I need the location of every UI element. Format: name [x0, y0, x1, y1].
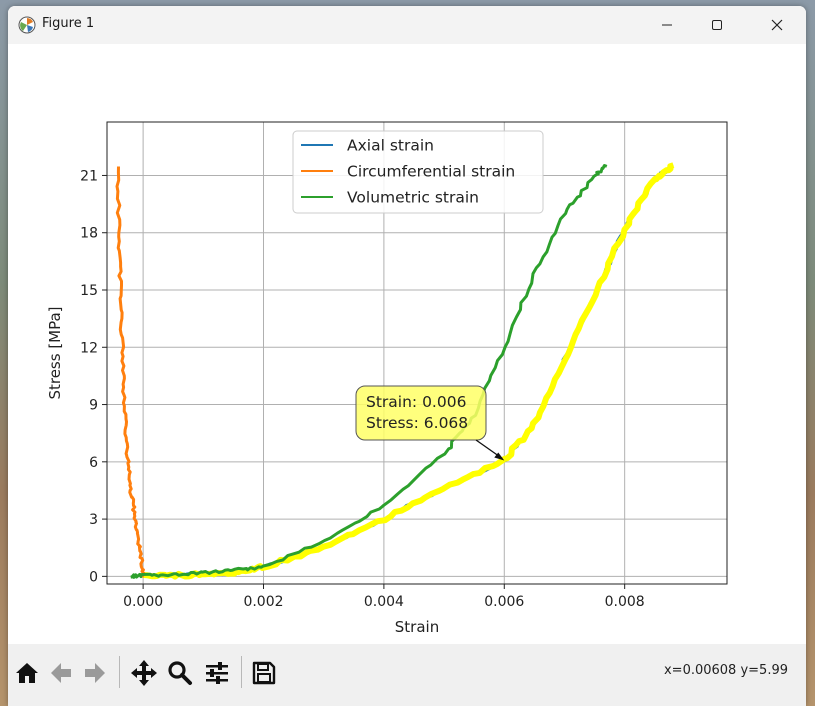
toolbar-separator: [119, 656, 120, 688]
legend: Axial strain Circumferential strain Volume…: [292, 130, 544, 214]
annotation-box: [355, 385, 487, 441]
y-tick-label: 6: [89, 455, 98, 471]
series-line-2: [130, 164, 608, 579]
arrow-left-icon: [51, 663, 71, 683]
pan-button[interactable]: [129, 658, 159, 688]
configure-subplots-button[interactable]: [202, 658, 232, 688]
x-tick-label: 0.002: [243, 594, 283, 610]
legend-box: [292, 130, 544, 214]
y-tick-label: 12: [80, 340, 98, 356]
close-icon: [771, 19, 783, 31]
x-tick-label: 0.004: [364, 594, 404, 610]
axes-frame: [106, 121, 728, 585]
maximize-button[interactable]: [694, 6, 740, 44]
series-lines: [115, 162, 675, 580]
y-tick-label: 0: [89, 569, 98, 585]
floppy-disk-icon: [252, 661, 276, 685]
y-tick-label: 18: [80, 226, 98, 242]
save-button[interactable]: [249, 658, 279, 688]
title-bar[interactable]: Figure 1: [8, 6, 806, 44]
x-tick-label: 0.008: [605, 594, 645, 610]
data-annotation: Strain: 0.006 Stress: 6.068: [355, 385, 505, 461]
minimize-button[interactable]: [644, 6, 690, 44]
cursor-coordinates: x=0.00608 y=5.99: [663, 663, 788, 678]
navigation-toolbar: x=0.00608 y=5.99: [8, 644, 806, 706]
y-axis-label: Stress [MPa]: [46, 306, 64, 399]
annotation-text: Stress: 6.068: [366, 414, 468, 432]
toolbar-separator: [241, 656, 242, 688]
window-title: Figure 1: [42, 16, 95, 31]
maximize-icon: [712, 20, 722, 30]
sliders-icon: [206, 662, 228, 684]
forward-button[interactable]: [80, 658, 110, 688]
figure-window: Figure 1 0.000 0.002 0.004 0.006 0.008 0 3 6 9 12…: [8, 6, 806, 706]
annotation-text: Strain: 0.006: [366, 393, 466, 411]
y-tick-label: 21: [80, 168, 98, 184]
move-icon: [131, 660, 157, 686]
annotation-arrowhead: [494, 452, 505, 461]
legend-entry: Axial strain: [347, 137, 434, 155]
y-tick-label: 15: [80, 283, 98, 299]
x-axis-label: Strain: [395, 618, 439, 636]
arrow-right-icon: [85, 663, 105, 683]
series-line-0: [142, 164, 674, 579]
close-button[interactable]: [754, 6, 800, 44]
legend-entry: Volumetric strain: [347, 189, 479, 207]
series-line-1: [115, 166, 146, 578]
highlighted-series-line: [142, 162, 675, 580]
x-tick-label: 0.000: [123, 594, 163, 610]
y-tick-label: 9: [89, 398, 98, 414]
matplotlib-logo-icon: [18, 16, 36, 34]
axis-ticks: 0.000 0.002 0.004 0.006 0.008 0 3 6 9 12 15 18 21: [80, 168, 645, 610]
minimize-icon: [662, 24, 672, 26]
legend-entry: Circumferential strain: [347, 163, 515, 181]
magnifier-icon: [168, 661, 192, 685]
x-tick-label: 0.006: [484, 594, 524, 610]
y-tick-label: 3: [89, 512, 98, 528]
home-icon: [16, 663, 38, 683]
home-button[interactable]: [12, 658, 42, 688]
back-button[interactable]: [46, 658, 76, 688]
chart-plot[interactable]: 0.000 0.002 0.004 0.006 0.008 0 3 6 9 12 15 18 21 St…: [8, 44, 806, 644]
figure-canvas[interactable]: 0.000 0.002 0.004 0.006 0.008 0 3 6 9 12 15 18 21 St…: [8, 44, 806, 644]
zoom-button[interactable]: [165, 658, 195, 688]
